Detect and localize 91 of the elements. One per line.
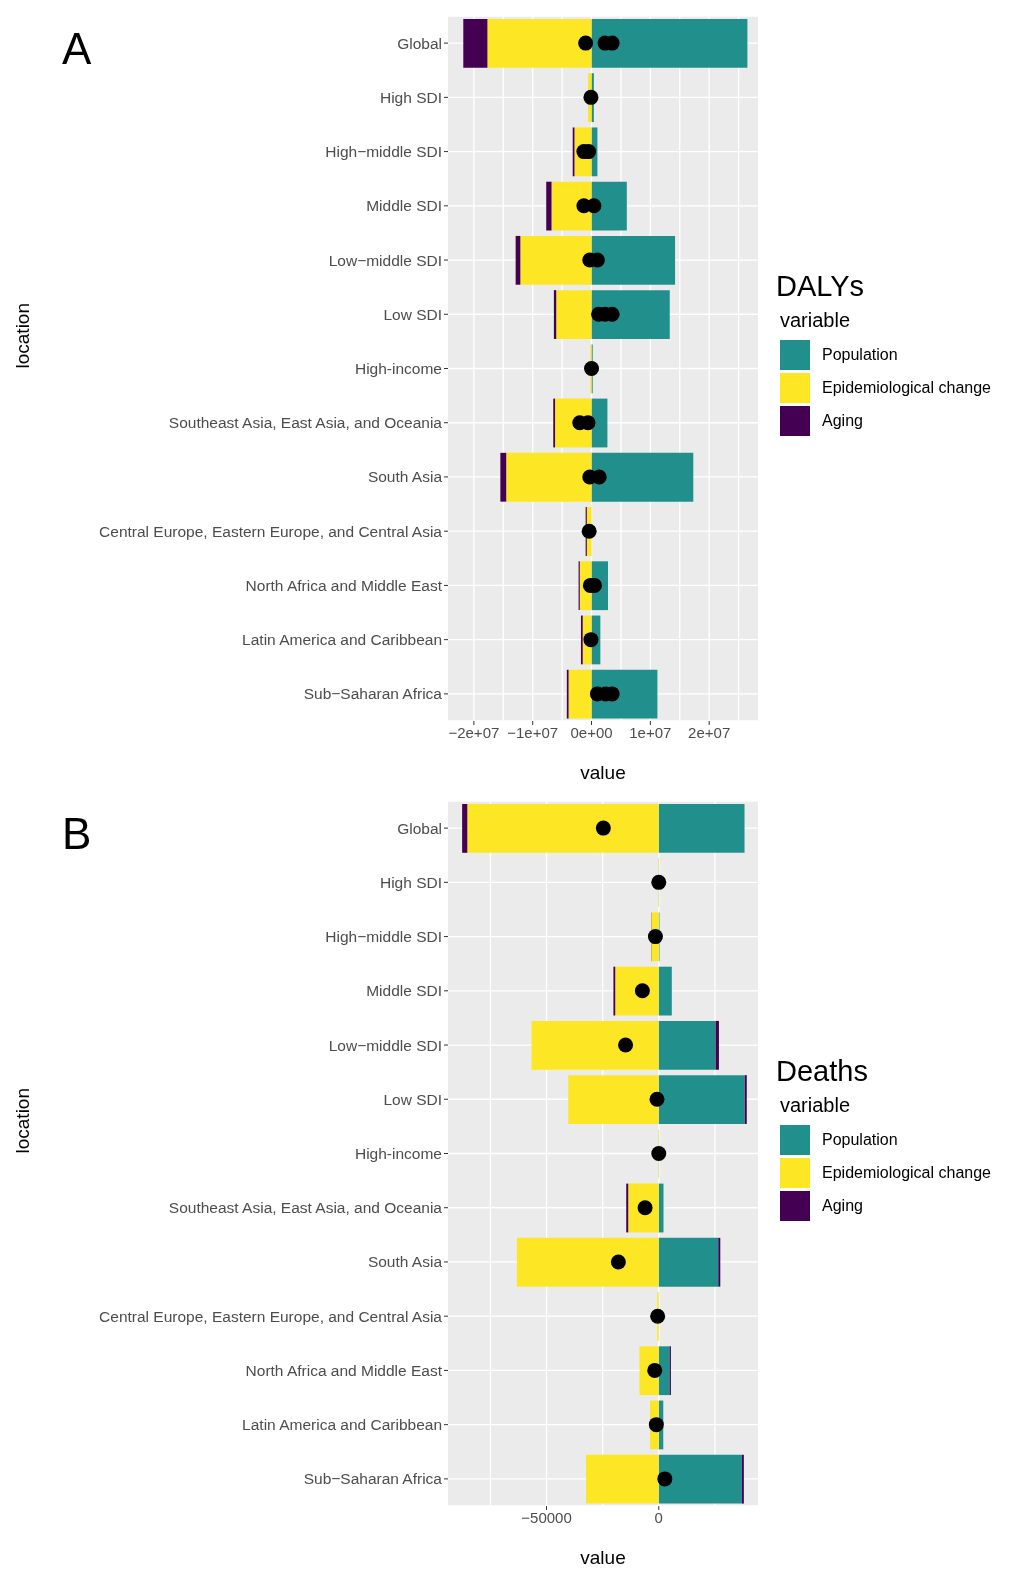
bar [462,804,468,853]
point [648,1417,664,1433]
bar [658,1075,745,1124]
point [610,1254,626,1270]
legend-label: Population [822,345,898,364]
bar [568,669,592,719]
text: variable [780,1094,852,1117]
y-tick-label: High SDI [379,873,442,891]
y-tick-label: High-income [354,360,442,377]
y-axis-title: location [11,1088,33,1154]
point [657,1471,673,1487]
y-tick-label: South Asia [367,468,443,486]
point [618,1037,634,1053]
bar [744,1075,747,1124]
text: B [62,809,92,859]
bar [506,452,592,502]
y-tick-label: Central Europe, Eastern Europe, and Central Asia [99,522,443,540]
y-tick-label: North Africa and Middle East [245,1361,443,1379]
y-tick-label: Sub−Saharan Africa [303,1470,443,1488]
bar [531,1020,659,1070]
bar [500,452,507,502]
x-axis-title: value [580,1547,626,1568]
point [651,874,667,890]
y-tick-label: Latin America and Caribbean [242,631,442,649]
legend-label: Aging [822,411,863,430]
y-tick-label: Low SDI [383,305,442,323]
bar [591,452,694,502]
y-tick-label: Middle SDI [366,982,442,1000]
x-axis-title: value [580,762,626,783]
point [651,1146,667,1161]
y-tick-label: High−middle SDI [325,143,442,161]
y-tick-label: South Asia [367,1253,443,1271]
bar [658,1020,716,1070]
x-tick-label: 0e+00 [570,723,613,741]
x-tick-label: 1e+07 [629,723,672,741]
legend-title: DALYs [776,270,866,303]
bar [615,966,659,1016]
legend-title: Deaths [776,1055,869,1088]
y-tick-label: High-income [354,1145,442,1162]
y-tick-label: Global [397,819,442,837]
bar [520,235,592,285]
y-tick-label: High−middle SDI [325,928,442,946]
x-tick-label: 0 [654,1508,663,1526]
bar [658,804,745,853]
y-tick-label: North Africa and Middle East [245,576,443,594]
y-axis-title: location [11,303,33,369]
bar [591,290,670,339]
bar [715,1020,719,1070]
bar [546,181,552,231]
point [650,1308,666,1324]
y-tick-label: Sub−Saharan Africa [303,685,443,703]
bar [658,1237,719,1287]
bar [568,1075,659,1124]
bar [626,1183,629,1233]
x-tick-label: −1e+07 [507,723,559,741]
y-tick-label: Central Europe, Eastern Europe, and Central Asia [99,1307,443,1325]
bar [591,235,676,285]
bar [591,181,627,231]
point [647,929,663,945]
bar [467,804,659,853]
legend-label: Epidemiological change [822,378,991,397]
bar [463,19,488,68]
bar [556,290,592,339]
y-tick-label: Latin America and Caribbean [242,1416,442,1434]
bar [516,1237,659,1287]
point [649,1091,665,1107]
point [595,820,611,836]
bar [741,1454,744,1504]
x-tick-label: −2e+07 [448,723,500,741]
y-tick-label: Global [397,34,442,52]
bar [718,1237,721,1287]
bar [487,19,592,68]
y-tick-label: Southeast Asia, East Asia, and Oceania [168,1199,443,1217]
y-tick-label: Low−middle SDI [328,251,442,269]
text: variable [780,309,852,332]
bar [586,1454,659,1504]
x-tick-label: −50000 [521,1508,572,1526]
legend-label: Population [822,1130,898,1149]
y-tick-label: Southeast Asia, East Asia, and Oceania [168,414,443,432]
bar [658,966,672,1016]
x-tick-label: 2e+07 [688,723,731,741]
bar [591,19,748,68]
legend-label: Aging [822,1196,863,1215]
text: A [62,24,92,74]
bar [658,1346,670,1396]
bar [658,1454,742,1504]
y-tick-label: Middle SDI [366,197,442,215]
y-tick-label: Low−middle SDI [328,1036,442,1054]
y-tick-label: High SDI [379,88,442,106]
y-tick-label: Low SDI [383,1090,442,1108]
legend-label: Epidemiological change [822,1163,991,1182]
